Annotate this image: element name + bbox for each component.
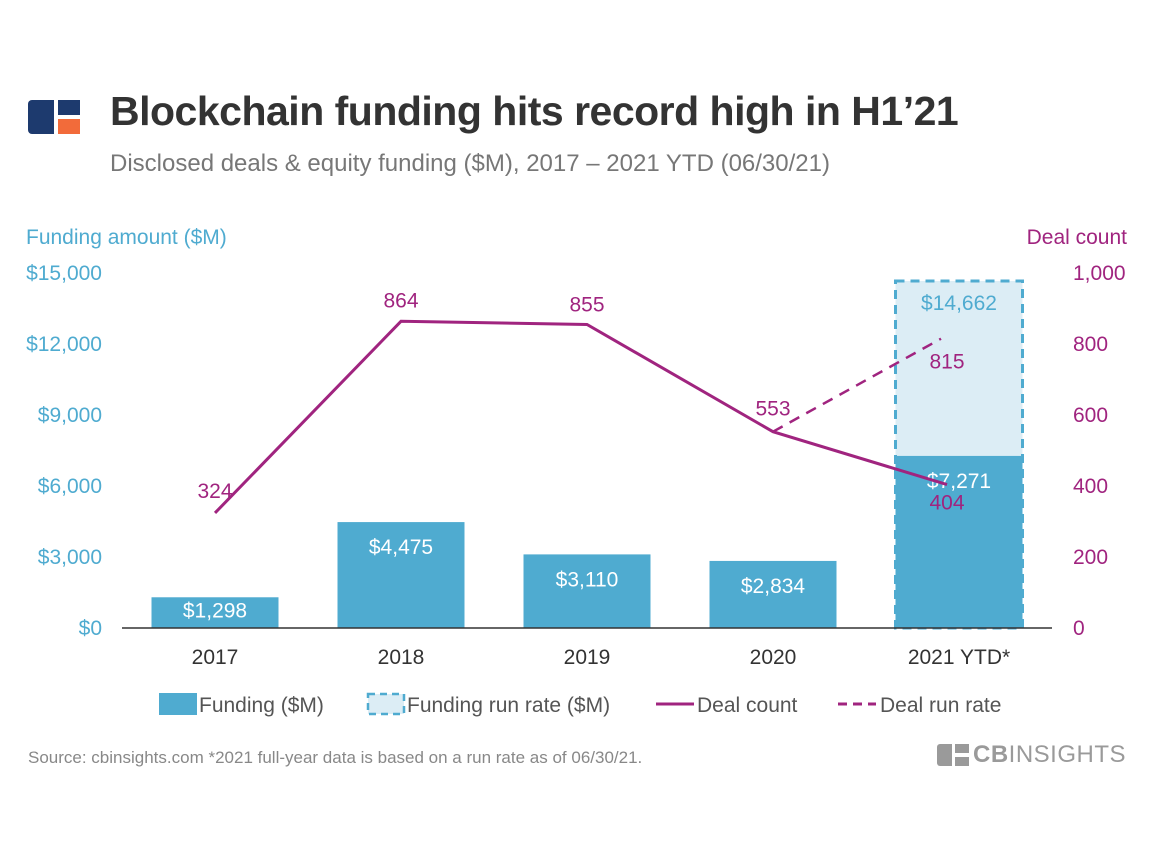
left-tick-label: $15,000 bbox=[26, 262, 102, 285]
legend-deal-count-label: Deal count bbox=[697, 694, 798, 717]
right-axis-title: Deal count bbox=[1027, 226, 1128, 249]
deal-run-rate-line bbox=[772, 337, 942, 433]
right-tick-label: 600 bbox=[1073, 404, 1108, 427]
funding-bar-2020 bbox=[709, 560, 837, 628]
cb-insights-wordmark: CBINSIGHTS bbox=[936, 740, 1126, 770]
right-tick-label: 800 bbox=[1073, 333, 1108, 356]
brand-cb: CB bbox=[972, 741, 1009, 768]
legend-funding-swatch bbox=[159, 693, 197, 715]
cb-insights-logo bbox=[28, 100, 80, 134]
left-tick-label: $0 bbox=[79, 617, 102, 640]
cb-wordmark-icon bbox=[936, 744, 969, 766]
deal-count-label: 324 bbox=[197, 480, 232, 503]
deal-count-label: 404 bbox=[929, 492, 964, 515]
right-tick-label: 200 bbox=[1073, 546, 1108, 569]
right-tick-label: 0 bbox=[1073, 617, 1085, 640]
funding-bar-2021 bbox=[895, 455, 1023, 628]
funding-bar-2017 bbox=[151, 597, 279, 628]
x-tick-label: 2021 YTD* bbox=[908, 646, 1010, 669]
deal-run-rate-label: 815 bbox=[929, 351, 964, 374]
deal-count-label: 553 bbox=[755, 398, 790, 421]
brand-insights: INSIGHTS bbox=[1008, 741, 1126, 768]
funding-bar-label: $7,271 bbox=[927, 470, 991, 493]
left-axis-title: Funding amount ($M) bbox=[26, 226, 227, 249]
legend-run-rate-swatch bbox=[366, 692, 406, 716]
left-tick-label: $9,000 bbox=[38, 404, 102, 427]
funding-bar-label: $2,834 bbox=[741, 575, 806, 598]
x-tick-label: 2019 bbox=[564, 646, 611, 669]
funding-bar-label: $3,110 bbox=[556, 568, 619, 591]
funding-bar-2019 bbox=[523, 554, 651, 628]
x-tick-label: 2017 bbox=[192, 646, 239, 669]
deal-count-label: 855 bbox=[569, 293, 604, 316]
left-tick-label: $12,000 bbox=[26, 333, 102, 356]
funding-bar-label: $4,475 bbox=[369, 536, 433, 559]
funding-bar-2018 bbox=[337, 522, 465, 628]
deal-count-line bbox=[213, 319, 948, 515]
legend-run-rate-label: Funding run rate ($M) bbox=[407, 694, 610, 717]
legend-deal-run-rate-label: Deal run rate bbox=[880, 694, 1001, 717]
funding-bar-label: $1,298 bbox=[183, 599, 247, 622]
source-note: Source: cbinsights.com *2021 full-year d… bbox=[28, 748, 643, 767]
right-tick-label: 400 bbox=[1073, 475, 1108, 498]
x-tick-label: 2018 bbox=[378, 646, 425, 669]
legend-funding-label: Funding ($M) bbox=[199, 694, 324, 717]
deal-count-label: 864 bbox=[383, 289, 418, 312]
funding-run-rate-label: $14,662 bbox=[921, 292, 997, 315]
right-tick-label: 1,000 bbox=[1073, 262, 1126, 285]
page-subtitle: Disclosed deals & equity funding ($M), 2… bbox=[110, 150, 830, 177]
x-tick-label: 2020 bbox=[750, 646, 797, 669]
page-title: Blockchain funding hits record high in H… bbox=[110, 88, 959, 134]
left-tick-label: $3,000 bbox=[38, 546, 102, 569]
left-tick-label: $6,000 bbox=[38, 475, 102, 498]
